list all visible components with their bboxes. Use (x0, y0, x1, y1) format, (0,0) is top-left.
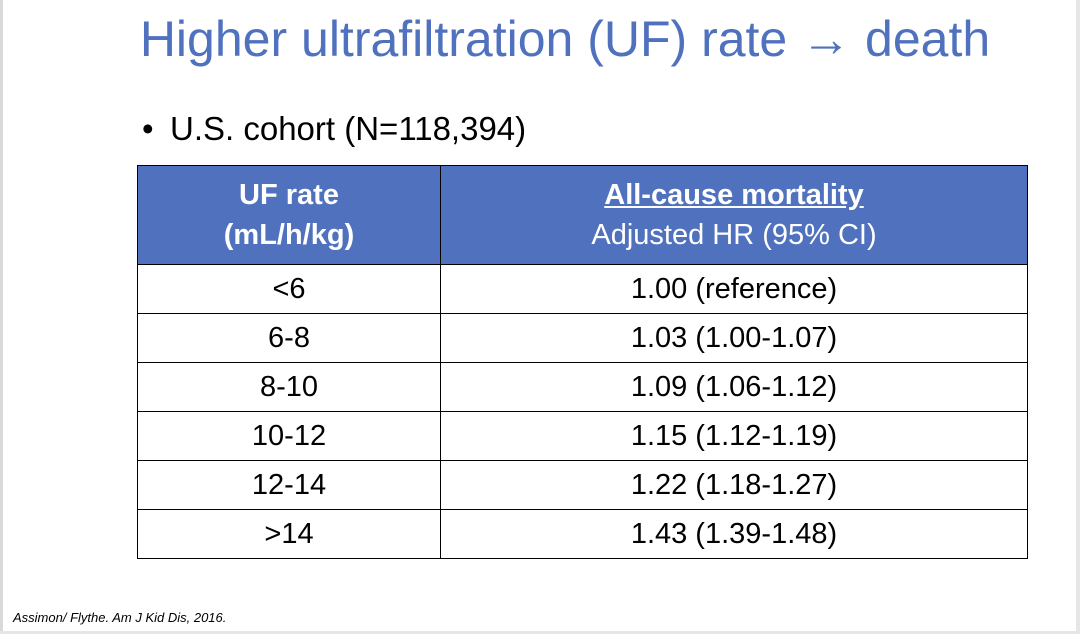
table-row: 10-12 1.15 (1.12-1.19) (137, 411, 1028, 461)
uf-rate-cell: <6 (137, 264, 441, 314)
uf-rate-cell: 6-8 (137, 313, 441, 363)
uf-rate-mortality-table: UF rate (mL/h/kg) All-cause mortality Ad… (137, 165, 1028, 559)
table-row: 6-8 1.03 (1.00-1.07) (137, 313, 1028, 363)
table-header-row: UF rate (mL/h/kg) All-cause mortality Ad… (137, 165, 1028, 265)
slide-bottom-border (0, 631, 1080, 634)
table-row: 8-10 1.09 (1.06-1.12) (137, 362, 1028, 412)
slide-left-border (0, 0, 3, 634)
bullet-symbol: • (142, 110, 154, 147)
uf-rate-cell: 8-10 (137, 362, 441, 412)
header-uf-rate-label: UF rate (239, 179, 339, 211)
header-uf-rate-unit: (mL/h/kg) (223, 219, 355, 251)
header-uf-rate: UF rate (mL/h/kg) (137, 165, 441, 265)
table-row: 12-14 1.22 (1.18-1.27) (137, 460, 1028, 510)
hr-cell: 1.03 (1.00-1.07) (440, 313, 1028, 363)
uf-rate-cell: 12-14 (137, 460, 441, 510)
hr-cell: 1.09 (1.06-1.12) (440, 362, 1028, 412)
bullet-item: • U.S. cohort (N=118,394) (142, 107, 526, 151)
hr-cell: 1.15 (1.12-1.19) (440, 411, 1028, 461)
hr-cell: 1.43 (1.39-1.48) (440, 509, 1028, 559)
table-row: <6 1.00 (reference) (137, 264, 1028, 314)
uf-rate-cell: 10-12 (137, 411, 441, 461)
table-row: >14 1.43 (1.39-1.48) (137, 509, 1028, 559)
header-mortality: All-cause mortality Adjusted HR (95% CI) (440, 165, 1028, 265)
bullet-text: U.S. cohort (N=118,394) (170, 110, 527, 147)
header-hr-label: Adjusted HR (95% CI) (591, 219, 877, 251)
slide-right-border (1076, 0, 1080, 634)
header-mortality-label: All-cause mortality (604, 179, 864, 211)
hr-cell: 1.22 (1.18-1.27) (440, 460, 1028, 510)
hr-cell: 1.00 (reference) (440, 264, 1028, 314)
uf-rate-cell: >14 (137, 509, 441, 559)
citation: Assimon/ Flythe. Am J Kid Dis, 2016. (13, 610, 227, 625)
slide-title: Higher ultrafiltration (UF) rate → death (139, 11, 991, 67)
